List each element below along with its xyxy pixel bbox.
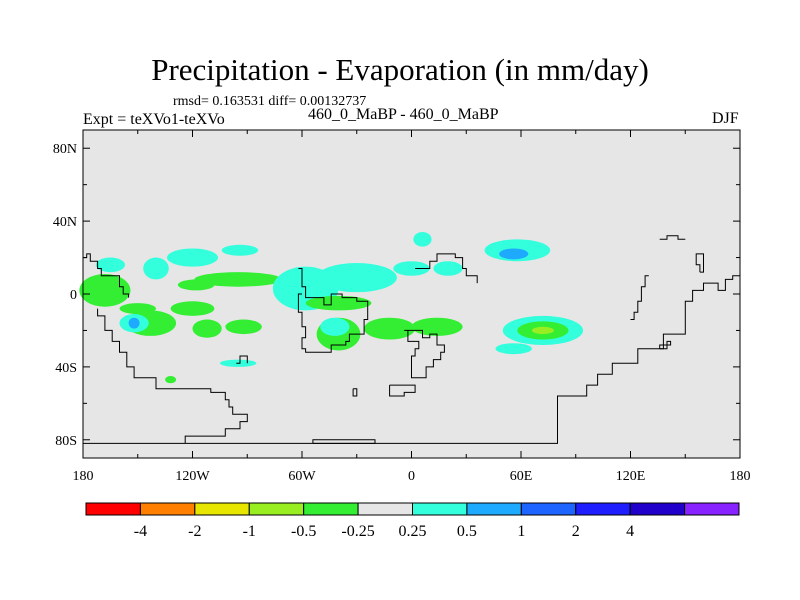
plot-background <box>83 130 740 458</box>
colorbar: -4 -2 -1 -0.5 -0.25 0.25 0.5 1 2 4 <box>85 502 740 540</box>
colorbar-box-4 <box>303 502 359 516</box>
anomaly-region-4 <box>166 248 219 267</box>
season-label: DJF <box>712 110 739 127</box>
x-tick-label-3: 0 <box>408 469 415 484</box>
x-tick-label-4: 60E <box>510 469 533 484</box>
anomaly-region-22 <box>320 317 350 336</box>
coastline-east-antarctica <box>83 275 740 444</box>
colorbar-label-0: -4 <box>134 523 147 540</box>
anomaly-region-1 <box>79 273 131 307</box>
coastline-south-africa <box>404 329 445 379</box>
anomaly-region-17 <box>316 263 397 293</box>
coastline-island-b <box>352 388 358 397</box>
colorbar-box-10 <box>629 502 686 516</box>
coastlines <box>83 235 740 444</box>
colorbar-box-6 <box>412 502 468 516</box>
coastline-north-america <box>83 253 130 298</box>
colorbar-label-9: 4 <box>626 523 634 540</box>
colorbar-label-2: -1 <box>243 523 256 540</box>
anomaly-region-14 <box>225 319 262 335</box>
coastline-island-c <box>389 384 416 397</box>
anomaly-region-2 <box>95 257 125 273</box>
colorbar-box-7 <box>466 502 522 516</box>
anomaly-region-18 <box>305 295 372 311</box>
coastline-island-a <box>236 355 248 364</box>
colorbar-label-7: 1 <box>517 523 525 540</box>
coastline-north-africa <box>415 253 478 284</box>
anomaly-region-20 <box>364 317 416 340</box>
colorbar-box-9 <box>575 502 631 516</box>
anomaly-region-25 <box>433 261 463 276</box>
x-tick-label-1: 120W <box>175 469 210 484</box>
anomaly-region-31 <box>495 343 532 355</box>
colorbar-box-8 <box>520 502 577 516</box>
coastline-nz <box>659 340 672 350</box>
colorbar-label-6: 0.5 <box>457 523 477 540</box>
anomaly-region-27 <box>499 248 529 260</box>
colorbar-box-5 <box>357 502 414 516</box>
colorbar-box-11 <box>684 502 740 516</box>
anomaly-region-30 <box>531 326 554 335</box>
coastline-pacific-island <box>659 235 686 240</box>
x-tick-label-5: 120E <box>616 469 646 484</box>
coastline-south-america <box>297 268 369 353</box>
x-tick-label-0: 180 <box>73 469 94 484</box>
coastline-australia-west <box>630 275 649 320</box>
colorbar-label-8: 2 <box>572 523 580 540</box>
colorbar-box-1 <box>139 502 196 516</box>
y-tick-label-3: 40S <box>55 361 77 376</box>
colorbar-box-2 <box>194 502 250 516</box>
anomaly-region-13 <box>192 319 222 338</box>
colorbar-box-0 <box>85 502 141 516</box>
anomaly-region-3 <box>143 257 169 280</box>
case-label: 460_0_MaBP - 460_0_MaBP <box>308 106 499 123</box>
colorbar-label-1: -2 <box>188 523 201 540</box>
anomaly-region-9 <box>170 301 215 316</box>
y-tick-label-1: 40N <box>53 215 77 230</box>
colorbar-box-3 <box>248 502 305 516</box>
anomaly-region-32 <box>165 376 177 384</box>
coastline-antarctica <box>97 308 248 444</box>
anomaly-region-5 <box>221 244 259 256</box>
colorbar-label-3: -0.5 <box>291 523 316 540</box>
anomaly-region-12 <box>128 317 140 329</box>
anomaly-region-24 <box>393 261 430 276</box>
coastline-asia-east <box>695 253 704 273</box>
map-title: Precipitation - Evaporation (in mm/day) <box>151 52 649 87</box>
x-tick-label-6: 180 <box>730 469 751 484</box>
colorbar-label-5: 0.25 <box>399 523 427 540</box>
y-tick-label-4: 80S <box>55 434 77 449</box>
anomaly-region-21 <box>411 317 463 336</box>
y-tick-label-2: 0 <box>70 288 77 303</box>
rmsd-diff-stats: rmsd= 0.163531 diff= 0.00132737 <box>173 94 367 109</box>
colorbar-label-4: -0.25 <box>341 523 374 540</box>
anomaly-region-7 <box>194 272 282 287</box>
experiment-label: Expt = teXVo1-teXVo <box>83 111 225 128</box>
y-tick-label-0: 80N <box>53 142 77 157</box>
axis-ticks: 180 120W 60W 0 60E 120E 180 80N 40N 0 40S 80S <box>53 130 751 484</box>
anomaly-region-23 <box>413 232 432 247</box>
x-tick-label-2: 60W <box>288 469 316 484</box>
